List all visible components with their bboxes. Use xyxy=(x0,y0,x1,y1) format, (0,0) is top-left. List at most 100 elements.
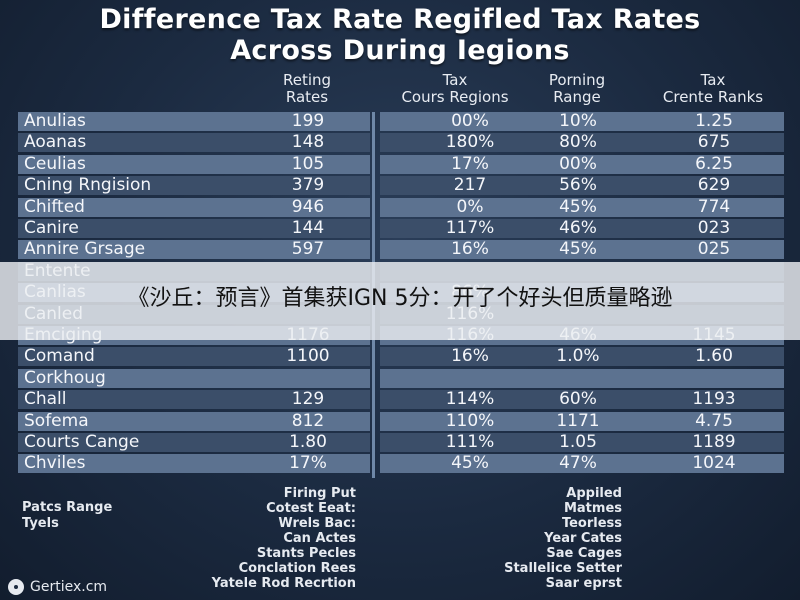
footer-middle-line: Cotest Eeat: xyxy=(266,501,356,516)
row-band-left xyxy=(18,411,370,431)
row-name: Chifted xyxy=(24,196,85,217)
cell-tax-cours: 111% xyxy=(445,432,495,452)
cell-tax-crente: 1189 xyxy=(692,432,736,452)
cell-reting-rate: 946 xyxy=(291,196,325,217)
footer-right-line: Year Cates xyxy=(544,531,622,546)
cell-tax-crente: 1.60 xyxy=(695,346,733,367)
footer-middle-line: Yatele Rod Recrtion xyxy=(211,576,356,591)
cell-porning-range: 56% xyxy=(559,175,597,196)
footer-right-line: Matmes xyxy=(563,501,622,516)
cell-reting-rate: 812 xyxy=(291,410,325,431)
column-header-tax-cours-regions: Tax Cours Regions xyxy=(380,72,530,106)
column-header-line: Range xyxy=(553,88,601,106)
cell-tax-cours: 114% xyxy=(445,389,495,410)
row-band-left xyxy=(18,454,370,474)
cell-reting-rate: 129 xyxy=(291,389,325,410)
cell-tax-crente: 1.25 xyxy=(695,111,733,131)
table-row: Chall 129 114% 60% 1193 xyxy=(18,389,784,410)
cell-porning-range: 1171 xyxy=(556,410,600,431)
column-header-line: Tax xyxy=(700,71,726,89)
brand-logo-icon xyxy=(8,579,24,595)
cell-tax-crente: 675 xyxy=(697,132,731,153)
headline-banner-text[interactable]: 《沙丘：预言》首集获IGN 5分：开了个好头但质量略逊 xyxy=(127,286,673,311)
row-band-left xyxy=(18,368,370,388)
cell-tax-cours: 217 xyxy=(453,175,487,196)
title-line-1: Difference Tax Rate Regifled Tax Rates xyxy=(99,4,701,35)
cell-tax-cours: 17% xyxy=(451,153,489,174)
cell-tax-cours: 110% xyxy=(445,410,495,431)
column-header-line: Rates xyxy=(285,88,329,106)
table-row: Anulias 199 00% 10% 1.25 xyxy=(18,111,784,131)
cell-reting-rate: 1.80 xyxy=(289,432,327,452)
cell-reting-rate: 597 xyxy=(291,239,325,260)
cell-tax-crente: 023 xyxy=(697,218,731,238)
column-header-reting-rates: Reting Rates xyxy=(262,72,352,106)
row-band-left xyxy=(18,240,370,260)
column-header-line: Tax xyxy=(442,71,468,89)
row-band-right xyxy=(380,390,784,410)
column-header-line: Cours Regions xyxy=(401,88,509,106)
row-name: Canire xyxy=(24,218,79,238)
row-band-left xyxy=(18,219,370,238)
cell-tax-cours: 16% xyxy=(451,239,489,260)
cell-tax-cours: 16% xyxy=(451,346,489,367)
cell-porning-range: 1.0% xyxy=(556,346,600,367)
brand-name: Gertiex.cm xyxy=(30,579,108,595)
cell-tax-crente xyxy=(668,369,760,388)
footer-right-line: Saar eprst xyxy=(545,576,622,591)
table-row: Aoanas 148 180% 80% 675 xyxy=(18,132,784,153)
row-band-left xyxy=(18,154,370,174)
cell-tax-cours: 117% xyxy=(445,218,495,238)
footer-left-line: Tyels xyxy=(22,516,59,531)
row-band-left xyxy=(18,347,370,367)
footer-middle-line: Conclation Rees xyxy=(238,561,356,576)
cell-reting-rate: 144 xyxy=(291,218,325,238)
cell-reting-rate: 105 xyxy=(291,153,325,174)
row-band-right xyxy=(380,368,784,388)
cell-tax-crente: 1024 xyxy=(692,453,736,474)
table-row: Chifted 946 0% 45% 774 xyxy=(18,196,784,217)
row-band-right xyxy=(380,347,784,367)
table-row: Sofema 812 110% 1171 4.75 xyxy=(18,410,784,431)
row-band-left xyxy=(18,433,370,452)
row-name: Chall xyxy=(24,389,67,410)
row-band-left xyxy=(18,390,370,410)
cell-tax-crente: 6.25 xyxy=(695,153,733,174)
cell-tax-cours: 45% xyxy=(451,453,489,474)
row-name: Chviles xyxy=(24,453,86,474)
row-name: Annire Grsage xyxy=(24,239,146,260)
row-name: Aoanas xyxy=(24,132,87,153)
cell-tax-cours: 00% xyxy=(451,111,489,131)
cell-porning-range: 47% xyxy=(559,453,597,474)
table-row: Comand 1100 16% 1.0% 1.60 xyxy=(18,346,784,367)
cell-tax-crente: 774 xyxy=(697,196,731,217)
row-band-left xyxy=(18,133,370,153)
footer-middle-line: Firing Put xyxy=(283,486,356,501)
cell-reting-rate: 379 xyxy=(291,175,325,196)
row-name: Ceulias xyxy=(24,153,86,174)
row-band-right xyxy=(380,433,784,452)
row-band-right xyxy=(380,454,784,474)
headline-banner xyxy=(0,262,800,340)
footer-middle-line: Wrels Bac: xyxy=(278,516,356,531)
row-band-right xyxy=(380,219,784,238)
row-name: Courts Cange xyxy=(24,432,140,452)
footer-right-list: Appiled Matmes Teorless Year Cates Sae Cages… xyxy=(470,486,622,591)
footer-middle-list: Firing Put Cotest Eeat: Wrels Bac: Can Acte… xyxy=(150,486,356,591)
footer-middle-line: Can Actes xyxy=(283,531,356,546)
cell-porning-range xyxy=(538,369,618,388)
cell-tax-crente: 025 xyxy=(697,239,731,260)
footer-left-line: Patcs Range xyxy=(22,500,113,515)
cell-porning-range: 10% xyxy=(559,111,597,131)
row-band-right xyxy=(380,133,784,153)
cell-reting-rate xyxy=(266,369,350,388)
row-band-right xyxy=(380,411,784,431)
footer-right-line: Stallelice Setter xyxy=(504,561,622,576)
table-row: Ceulias 105 17% 00% 6.25 xyxy=(18,153,784,174)
footer-middle-line: Stants Pecles xyxy=(256,546,356,561)
cell-reting-rate: 148 xyxy=(291,132,325,153)
cell-reting-rate: 1100 xyxy=(286,346,330,367)
row-band-right xyxy=(380,112,784,131)
row-name: Anulias xyxy=(24,111,86,131)
row-name: Comand xyxy=(24,346,95,367)
